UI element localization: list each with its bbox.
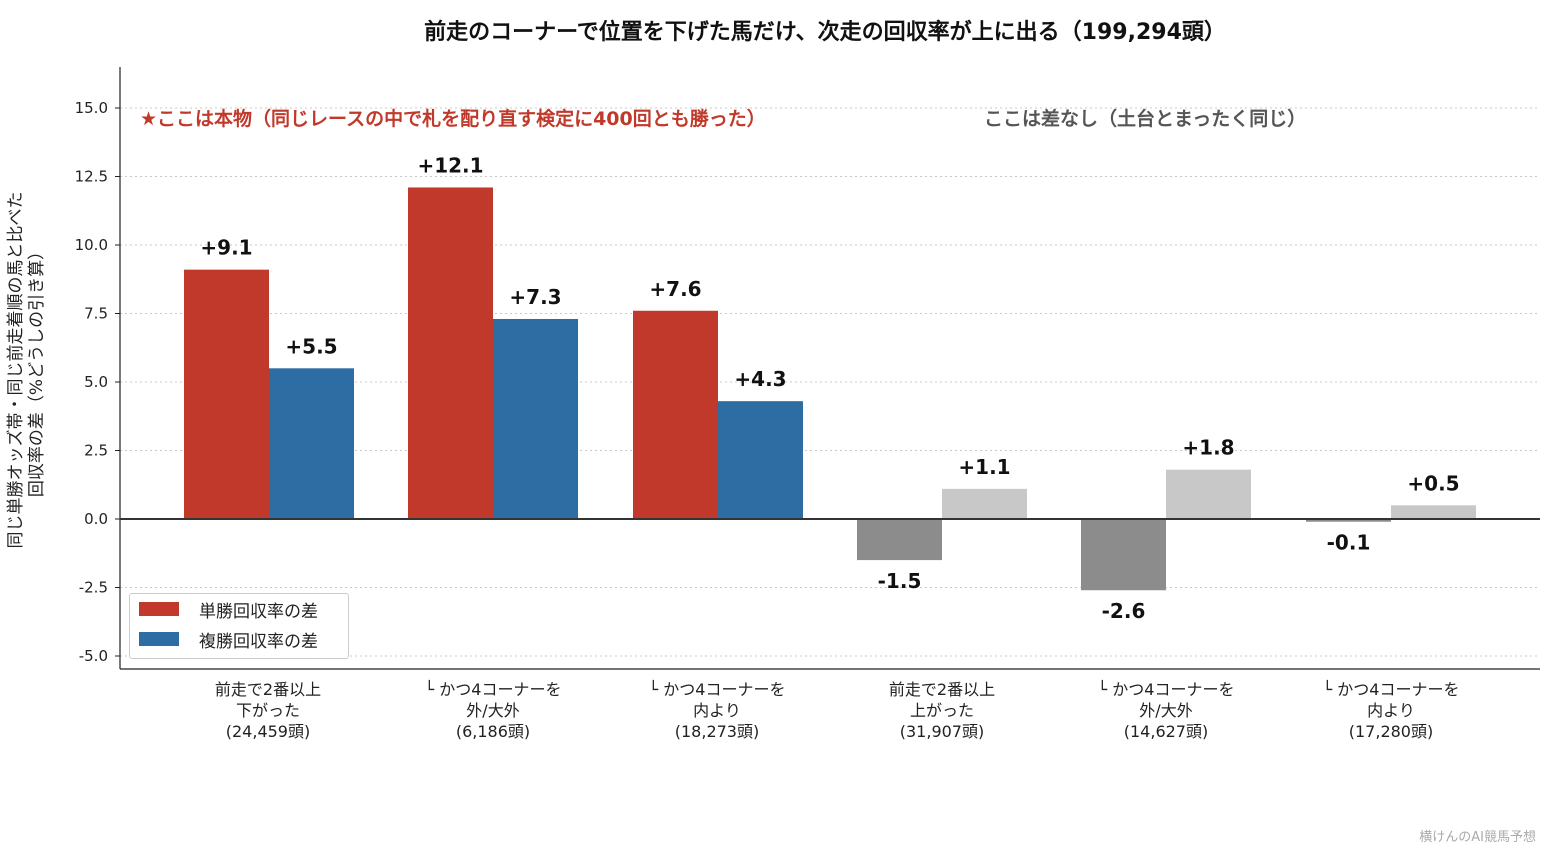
x-tick-line: (17,280頭) (1348, 722, 1434, 741)
y-tick-label: 5.0 (84, 373, 108, 391)
legend-swatch-win (139, 602, 179, 616)
legend-item-place: 複勝回収率の差 (139, 629, 318, 652)
x-tick-line: 内より (693, 701, 741, 720)
y-axis-label: 同じ単勝オッズ帯・同じ前走着順の馬と比べた 回収率の差（%どうしの引き算） (6, 90, 48, 650)
bar-win (184, 269, 269, 519)
bar-place (942, 488, 1027, 519)
x-tick-line: └ かつ4コーナーを (424, 680, 562, 699)
bar-place (269, 368, 354, 519)
watermark: 横けんのAI競馬予想 (1419, 830, 1536, 845)
legend-label-place: 複勝回収率の差 (199, 631, 318, 652)
y-tick-label: 15.0 (75, 99, 108, 117)
x-tick-label: └ かつ4コーナーを 外/大外 (6,186頭) (383, 679, 603, 742)
bar-win (408, 187, 493, 519)
data-label: +4.3 (734, 367, 786, 391)
x-tick-line: (14,627頭) (1123, 722, 1209, 741)
x-tick-line: 前走で2番以上 (888, 680, 996, 699)
bar-place (1166, 469, 1251, 519)
legend-item-win: 単勝回収率の差 (139, 599, 318, 622)
x-tick-line: 下がった (235, 701, 300, 720)
chart-title: 前走のコーナーで位置を下げた馬だけ、次走の回収率が上に出る（199,294頭） (424, 20, 1226, 45)
bar-win (1081, 519, 1166, 591)
y-tick-label: -5.0 (79, 647, 108, 665)
bar-win (633, 310, 718, 519)
x-tick-line: 上がった (909, 701, 974, 720)
data-label: +9.1 (200, 236, 252, 260)
x-tick-label: 前走で2番以上 上がった (31,907頭) (832, 679, 1052, 742)
x-tick-line: └ かつ4コーナーを (648, 680, 786, 699)
x-tick-line: (24,459頭) (225, 722, 311, 741)
annotation-no-difference: ここは差なし（土台とまったく同じ） (984, 108, 1307, 130)
legend: 単勝回収率の差 複勝回収率の差 (129, 593, 349, 659)
y-tick-label: 0.0 (84, 510, 108, 528)
x-tick-line: └ かつ4コーナーを (1322, 680, 1460, 699)
y-axis-label-line-2: 回収率の差（%どうしの引き算） (27, 242, 47, 498)
bar-place (1391, 505, 1476, 519)
data-label: +5.5 (285, 334, 337, 358)
bar-win (1306, 519, 1391, 522)
bar-win (857, 519, 942, 561)
data-label: +12.1 (417, 153, 483, 177)
bar-place (718, 401, 803, 519)
x-tick-line: 内より (1367, 701, 1415, 720)
data-label: -1.5 (878, 569, 922, 593)
x-tick-line: 前走で2番以上 (214, 680, 322, 699)
x-tick-line: (6,186頭) (455, 722, 531, 741)
y-tick-label: -2.5 (79, 579, 108, 597)
x-tick-line: (31,907頭) (899, 722, 985, 741)
data-label: -0.1 (1327, 531, 1371, 555)
y-tick-label: 2.5 (84, 442, 108, 460)
x-tick-label: 前走で2番以上 下がった (24,459頭) (158, 679, 378, 742)
bar-place (493, 318, 578, 519)
data-label: +7.6 (649, 277, 701, 301)
data-label: +0.5 (1407, 471, 1459, 495)
y-tick-label: 12.5 (75, 168, 108, 186)
y-tick-label: 10.0 (75, 236, 108, 254)
y-axis-label-line-1: 同じ単勝オッズ帯・同じ前走着順の馬と比べた (6, 191, 26, 549)
x-tick-line: └ かつ4コーナーを (1097, 680, 1235, 699)
legend-label-win: 単勝回収率の差 (199, 601, 318, 622)
x-tick-label: └ かつ4コーナーを 内より (17,280頭) (1281, 679, 1501, 742)
x-tick-label: └ かつ4コーナーを 内より (18,273頭) (607, 679, 827, 742)
data-label: +7.3 (509, 285, 561, 309)
data-label: +1.8 (1182, 436, 1234, 460)
x-tick-line: 外/大外 (466, 701, 520, 720)
x-tick-line: 外/大外 (1139, 701, 1193, 720)
x-tick-line: (18,273頭) (674, 722, 760, 741)
data-label: -2.6 (1102, 599, 1146, 623)
legend-swatch-place (139, 632, 179, 646)
x-tick-label: └ かつ4コーナーを 外/大外 (14,627頭) (1056, 679, 1276, 742)
data-label: +1.1 (958, 455, 1010, 479)
annotation-significant: ★ここは本物（同じレースの中で札を配り直す検定に400回とも勝った） (140, 108, 766, 130)
y-tick-label: 7.5 (84, 305, 108, 323)
